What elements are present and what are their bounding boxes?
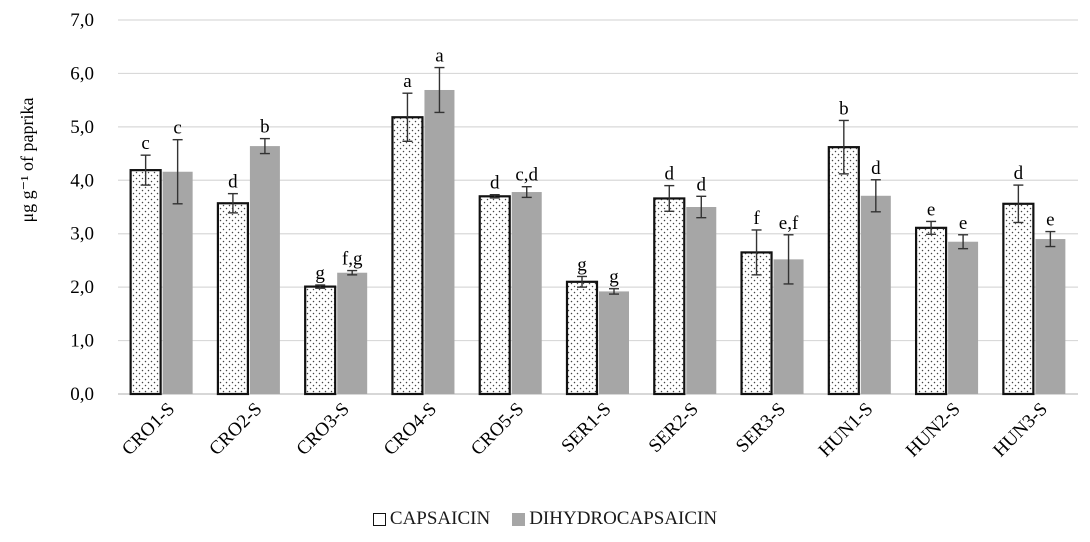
y-tick-label: 5,0 — [70, 117, 94, 138]
legend-label-dihydrocapsaicin: DIHYDROCAPSAICIN — [529, 508, 718, 529]
x-tick-label: SER3-S — [732, 399, 790, 457]
significance-label: e — [959, 213, 967, 234]
significance-label: e — [1046, 210, 1054, 231]
significance-label: c — [173, 118, 181, 139]
bar-dihydrocapsaicin — [1035, 239, 1066, 394]
significance-label: d — [1014, 163, 1024, 184]
x-tick-label: CRO5-S — [467, 399, 528, 460]
bar-dihydrocapsaicin — [424, 89, 455, 395]
significance-label: g — [609, 267, 619, 288]
significance-label: c — [141, 133, 149, 154]
y-tick-label: 7,0 — [70, 10, 94, 31]
significance-label: f,g — [342, 249, 363, 270]
y-tick-label: 0,0 — [70, 384, 94, 405]
x-tick-label: CRO2-S — [205, 399, 266, 460]
bar-capsaicin — [216, 202, 250, 396]
bar-dihydrocapsaicin — [249, 146, 280, 394]
legend-swatch-dihydrocapsaicin — [512, 512, 526, 526]
x-tick-label: HUN1-S — [815, 399, 878, 462]
bars — [129, 89, 1066, 396]
significance-label: c,d — [515, 165, 538, 186]
significance-label: e,f — [779, 213, 799, 234]
y-tick-label: 6,0 — [70, 63, 94, 84]
significance-labels: c c d b g f,g a a d c,d g g d d f e,f b d e e d e — [141, 46, 1054, 288]
bar-dihydrocapsaicin — [686, 207, 717, 394]
significance-label: e — [927, 199, 935, 220]
significance-label: f — [753, 208, 760, 229]
x-tick-label: HUN3-S — [989, 399, 1052, 462]
significance-label: d — [871, 158, 881, 179]
bar-capsaicin — [653, 197, 686, 396]
bar-dihydrocapsaicin — [860, 195, 891, 394]
significance-label: d — [665, 164, 675, 185]
bar-capsaicin — [827, 146, 860, 396]
x-tick-label: SER1-S — [557, 399, 615, 457]
x-tick-label: CRO3-S — [293, 399, 354, 460]
bar-capsaicin — [304, 285, 337, 396]
bar-capsaicin — [1002, 202, 1035, 396]
significance-label: a — [403, 71, 412, 92]
significance-label: d — [490, 173, 500, 194]
significance-label: b — [260, 117, 270, 138]
y-tick-label: 3,0 — [70, 224, 94, 245]
bar-dihydrocapsaicin — [162, 171, 193, 394]
y-axis-ticks: 0,0 1,0 2,0 3,0 4,0 5,0 6,0 7,0 — [70, 10, 94, 405]
bar-dihydrocapsaicin — [599, 291, 629, 394]
y-tick-label: 2,0 — [70, 277, 94, 298]
x-tick-label: HUN2-S — [902, 399, 965, 462]
x-tick-label: SER2-S — [645, 399, 703, 457]
significance-label: g — [315, 263, 325, 284]
error-bars — [140, 66, 1056, 295]
bar-capsaicin — [391, 116, 424, 396]
significance-label: a — [435, 46, 444, 67]
y-axis-label: μg g⁻¹ of paprika — [17, 97, 37, 222]
significance-label: d — [697, 174, 707, 195]
significance-label: b — [839, 98, 849, 119]
legend: CAPSAICIN DIHYDROCAPSAICIN — [0, 508, 1090, 530]
bar-dihydrocapsaicin — [948, 241, 979, 394]
bar-dihydrocapsaicin — [337, 272, 368, 394]
bar-capsaicin — [740, 251, 773, 396]
significance-label: d — [228, 172, 238, 193]
legend-item-dihydrocapsaicin: DIHYDROCAPSAICIN — [512, 508, 717, 530]
y-tick-label: 4,0 — [70, 170, 94, 191]
bar-dihydrocapsaicin — [511, 192, 542, 394]
bar-capsaicin — [478, 195, 511, 396]
bar-capsaicin — [129, 169, 162, 396]
legend-swatch-capsaicin — [372, 512, 386, 526]
bar-capsaicin — [565, 280, 599, 396]
x-axis-ticks: CRO1-S CRO2-S CRO3-S CRO4-S CRO5-S SER1-S SER2… — [118, 399, 1052, 462]
x-tick-label: CRO1-S — [118, 399, 179, 460]
x-tick-label: CRO4-S — [380, 399, 441, 460]
y-tick-label: 1,0 — [70, 331, 94, 352]
legend-label-capsaicin: CAPSAICIN — [389, 508, 491, 529]
significance-label: g — [577, 254, 587, 275]
bar-capsaicin — [914, 226, 948, 396]
legend-item-capsaicin: CAPSAICIN — [372, 508, 491, 530]
